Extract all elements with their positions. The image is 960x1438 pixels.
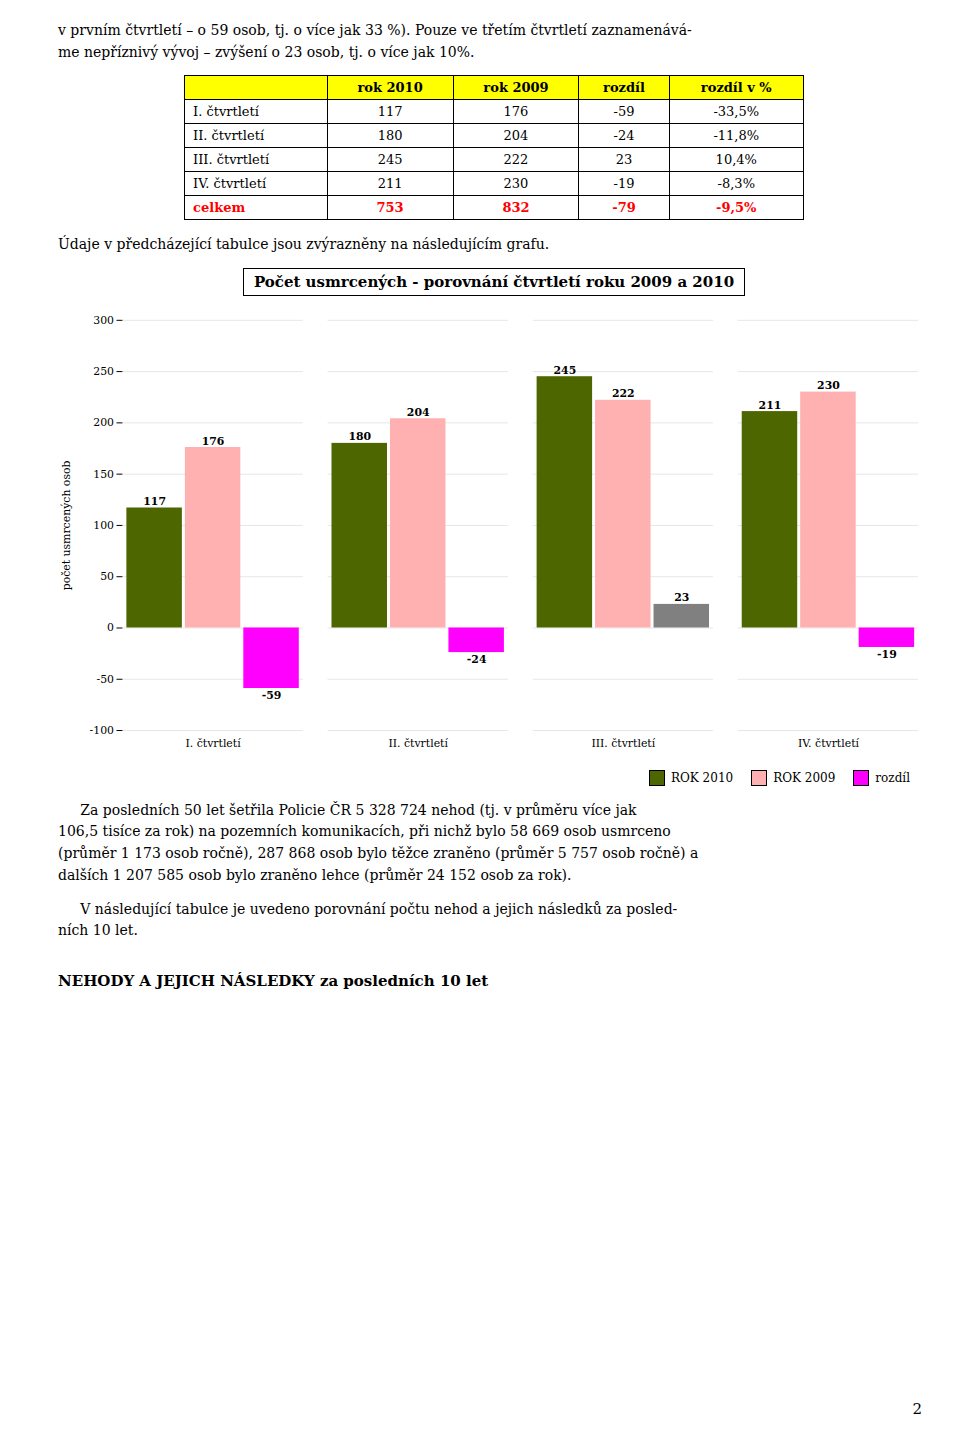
html-text:III. čtvrtletí: III. čtvrtletí [193,152,270,168]
html-text:117: 117 [377,104,403,120]
html-text:ROK 2009: ROK 2009 [773,770,836,785]
svg-text:300: 300 [93,314,114,327]
html-text:180: 180 [377,128,403,144]
html-text:Za posledních 50 let šetřila P: Za posledních 50 let šetřila Policie ČR … [58,801,699,883]
svg-text:100: 100 [93,519,114,532]
html-text:I. čtvrtletí: I. čtvrtletí [193,104,259,120]
html-text:-8,3%: -8,3% [717,176,755,192]
svg-text:150: 150 [93,468,114,481]
svg-text:230: 230 [817,379,840,392]
html-text:-33,5%: -33,5% [713,104,760,120]
html-text:V následující tabulce je uvede: V následující tabulce je uvedeno porovná… [58,900,678,939]
html-text:23: 23 [615,152,633,168]
html-text:celkem: celkem [193,200,246,216]
svg-text:250: 250 [93,365,114,378]
html-text:-24: -24 [613,128,635,144]
html-text:204: 204 [503,128,529,144]
svg-text:23: 23 [674,591,689,604]
html-text:753: 753 [376,200,404,216]
html-text:ROK 2010: ROK 2010 [671,770,734,785]
html-text:245: 245 [377,152,403,168]
html-text:rozdíl: rozdíl [875,770,910,785]
svg-text:117: 117 [143,495,166,508]
html-text:230: 230 [503,176,529,192]
svg-text:245: 245 [553,364,576,377]
svg-text:200: 200 [93,416,114,429]
svg-text:0: 0 [107,622,114,635]
svg-text:50: 50 [100,570,114,583]
html-text:2: 2 [912,1400,922,1418]
html-text:IV. čtvrtletí: IV. čtvrtletí [193,176,266,192]
svg-text:204: 204 [407,406,430,419]
svg-text:II. čtvrtletí: II. čtvrtletí [388,737,448,750]
svg-text:-19: -19 [877,648,897,661]
html-text:Počet usmrcených - porovnání č: Počet usmrcených - porovnání čtvrtletí r… [253,273,735,292]
html-text:NEHODY A JEJICH NÁSLEDKY za po: NEHODY A JEJICH NÁSLEDKY za posledních 1… [58,971,489,990]
html-text:rozdíl v %: rozdíl v % [700,80,772,96]
svg-text:-50: -50 [96,673,114,686]
html-text:Údaje v předcházející tabulce: Údaje v předcházející tabulce jsou zvýra… [58,236,550,253]
html-text:-59: -59 [613,104,635,120]
svg-text:211: 211 [759,399,782,412]
svg-text:222: 222 [612,387,635,400]
html-text:211: 211 [377,176,403,192]
html-text:-11,8%: -11,8% [713,128,760,144]
html-text:-79: -79 [612,200,636,216]
svg-text:počet usmrcených osob: počet usmrcených osob [60,461,73,591]
html-text:222: 222 [503,152,529,168]
svg-text:-100: -100 [90,724,115,737]
html-text:rok 2009: rok 2009 [483,80,549,96]
html-text:v prvním čtvrtletí – o 59 osob: v prvním čtvrtletí – o 59 osob, tj. o ví… [58,22,692,60]
svg-text:180: 180 [348,430,371,443]
html-text:176: 176 [503,104,529,120]
svg-text:IV. čtvrtletí: IV. čtvrtletí [798,737,860,750]
html-text:rok 2010: rok 2010 [357,80,423,96]
svg-text:III. čtvrtletí: III. čtvrtletí [591,737,655,750]
html-text:rozdíl: rozdíl [603,80,645,96]
svg-text:-59: -59 [262,689,282,702]
svg-text:-24: -24 [467,653,487,666]
html-text:-19: -19 [613,176,635,192]
html-text:II. čtvrtletí: II. čtvrtletí [193,128,265,144]
html-text:-9,5%: -9,5% [716,200,757,216]
html-text:10,4%: 10,4% [715,152,757,168]
svg-text:I. čtvrtletí: I. čtvrtletí [186,737,242,750]
svg-text:176: 176 [202,435,225,448]
html-text:832: 832 [502,200,530,216]
